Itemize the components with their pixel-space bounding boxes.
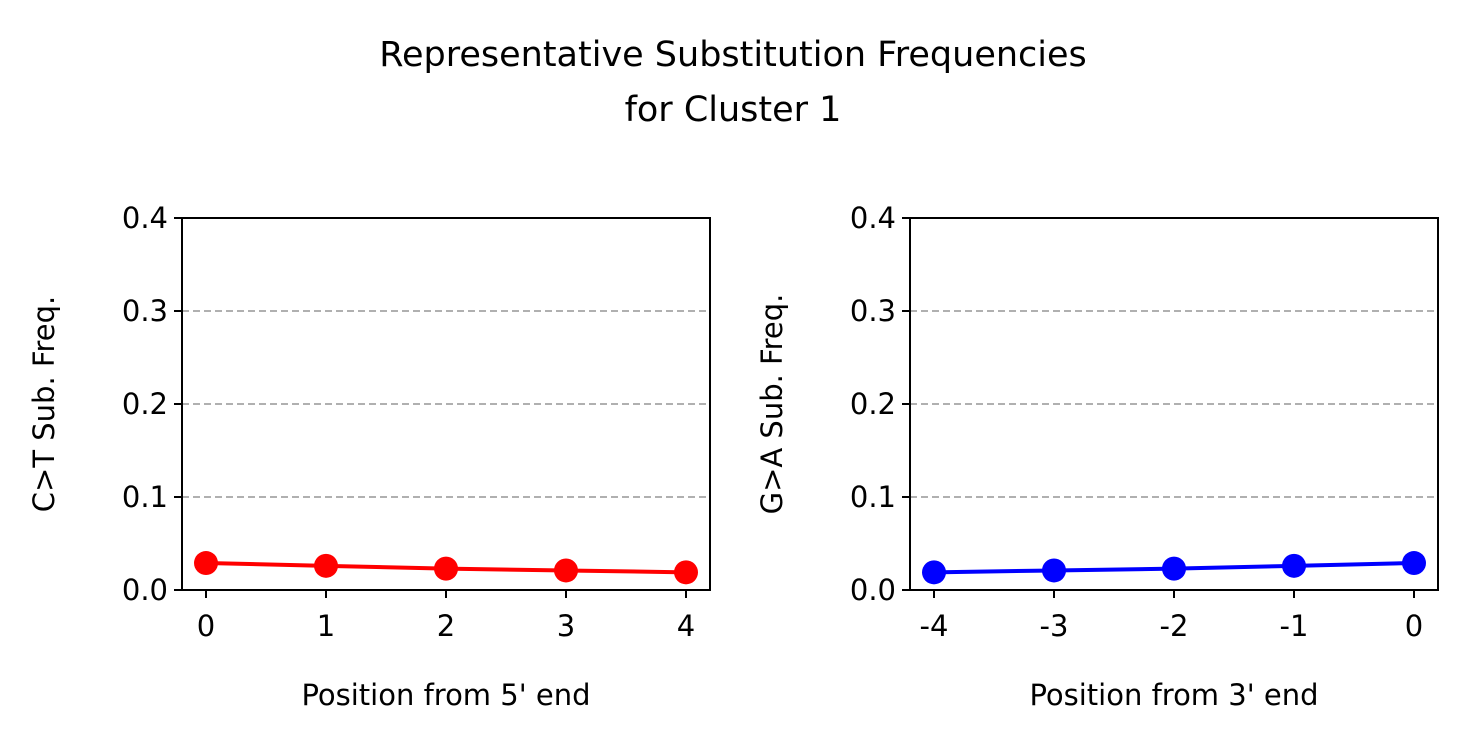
right-data-point-2 — [1162, 556, 1186, 581]
left-y-axis-label: C>T Sub. Freq. — [27, 296, 61, 512]
right-x-tick-label-4: 0 — [1405, 609, 1423, 643]
left-y-tick-label-4: 0.4 — [122, 201, 168, 235]
left-data-point-3 — [554, 558, 578, 583]
figure-title-line-1: Representative Substitution Frequencies — [379, 35, 1087, 75]
left-y-tick-label-0: 0.0 — [122, 573, 168, 607]
figure-title-line-2: for Cluster 1 — [625, 90, 842, 130]
right-x-axis-label: Position from 3' end — [1029, 678, 1318, 712]
right-data-point-3 — [1282, 553, 1306, 578]
left-y-tick-label-3: 0.3 — [122, 294, 168, 328]
right-x-tick-label-2: -2 — [1160, 609, 1189, 643]
left-data-point-1 — [314, 553, 338, 578]
right-data-point-0 — [922, 560, 946, 585]
left-x-tick-label-0: 0 — [197, 609, 215, 643]
right-y-axis-label: G>A Sub. Freq. — [755, 294, 789, 515]
left-x-axis-label: Position from 5' end — [301, 678, 590, 712]
left-y-tick-label-1: 0.1 — [122, 480, 168, 514]
left-y-tick-label-2: 0.2 — [122, 387, 168, 421]
chart-panel-right: 0.0 0.1 0.2 0.3 0.4 -4 -3 -2 -1 0 Position from 3'… — [755, 201, 1439, 712]
right-data-point-1 — [1042, 558, 1066, 583]
right-x-tick-label-0: -4 — [920, 609, 949, 643]
left-x-tick-label-4: 4 — [677, 609, 695, 643]
left-data-point-4 — [674, 560, 698, 585]
left-data-point-2 — [434, 556, 458, 581]
right-y-tick-label-1: 0.1 — [850, 480, 896, 514]
right-y-tick-label-0: 0.0 — [850, 573, 896, 607]
left-data-point-0 — [194, 551, 218, 576]
right-y-tick-label-4: 0.4 — [850, 201, 896, 235]
left-x-tick-label-2: 2 — [437, 609, 455, 643]
right-x-tick-label-3: -1 — [1280, 609, 1309, 643]
right-x-tick-label-1: -3 — [1040, 609, 1069, 643]
left-x-tick-label-3: 3 — [557, 609, 575, 643]
right-y-tick-label-2: 0.2 — [850, 387, 896, 421]
right-y-tick-label-3: 0.3 — [850, 294, 896, 328]
chart-panel-left: 0.0 0.1 0.2 0.3 0.4 0 1 2 3 4 Position from 5' end… — [27, 201, 711, 712]
right-data-point-4 — [1402, 551, 1426, 576]
left-x-tick-label-1: 1 — [317, 609, 335, 643]
